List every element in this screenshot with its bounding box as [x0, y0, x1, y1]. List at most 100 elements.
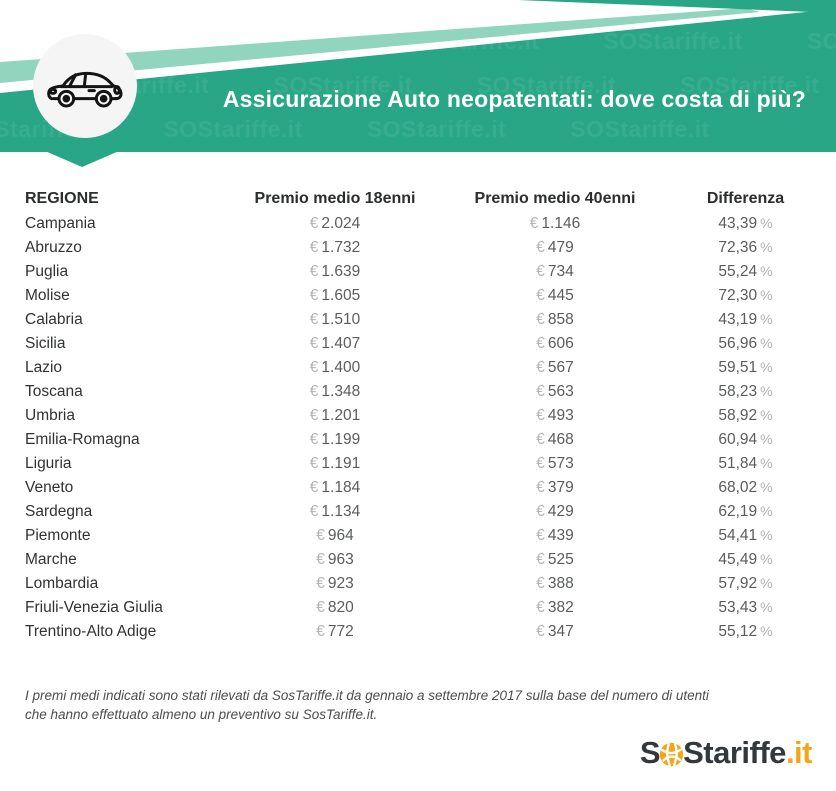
premium-18-value: 963: [327, 551, 354, 568]
region-name: Puglia: [25, 263, 69, 280]
table-row: Sicilia €1.407 €606 56,96%: [25, 332, 811, 356]
premium-18-value: 772: [327, 623, 354, 640]
region-name: Sicilia: [25, 335, 66, 352]
car-icon: [47, 71, 123, 108]
euro-symbol: €: [536, 263, 545, 280]
region-name: Lazio: [25, 359, 63, 376]
region-name: Veneto: [25, 479, 74, 496]
premium-40-value: 479: [547, 239, 574, 256]
watermark-text: SOStariffe.it: [366, 116, 507, 142]
column-header-premio-18: Premio medio 18enni: [254, 190, 416, 207]
premium-40-value: 439: [547, 527, 574, 544]
euro-symbol: €: [309, 287, 319, 304]
difference-value: 53,43: [718, 599, 758, 616]
logo-letter-s2: S: [683, 735, 704, 770]
table-row: Toscana €1.348 €563 58,23%: [25, 380, 811, 404]
percent-symbol: %: [760, 599, 773, 615]
difference-value: 51,84: [718, 455, 758, 472]
table-row: Molise €1.605 €445 72,30%: [25, 284, 811, 308]
percent-symbol: %: [760, 239, 773, 255]
euro-symbol: €: [309, 335, 319, 352]
logo-it: .it: [785, 735, 813, 770]
difference-value: 62,19: [718, 503, 758, 520]
percent-symbol: %: [760, 431, 773, 447]
euro-symbol: €: [309, 359, 319, 376]
table-header-row: REGIONE Premio medio 18enni Premio medio…: [25, 186, 811, 212]
euro-symbol: €: [536, 527, 545, 544]
difference-value: 43,19: [718, 311, 758, 328]
euro-symbol: €: [536, 599, 545, 616]
region-name: Marche: [25, 551, 77, 568]
premium-40-value: 573: [547, 455, 574, 472]
difference-value: 72,30: [718, 287, 758, 304]
premium-18-value: 820: [327, 599, 354, 616]
difference-value: 68,02: [718, 479, 758, 496]
euro-symbol: €: [316, 623, 325, 640]
watermark-text: SOStariffe.it: [273, 72, 413, 98]
watermark-text: SOStariffe.it: [603, 28, 743, 54]
difference-value: 55,24: [718, 263, 758, 280]
region-name: Calabria: [25, 311, 83, 328]
percent-symbol: %: [760, 263, 773, 279]
table-row: Piemonte €964 €439 54,41%: [25, 524, 811, 548]
premium-40-value: 606: [547, 335, 574, 352]
premium-18-value: 1.605: [321, 287, 361, 304]
premium-table: REGIONE Premio medio 18enni Premio medio…: [25, 186, 811, 644]
region-name: Sardegna: [25, 503, 93, 520]
euro-symbol: €: [309, 263, 319, 280]
table-row: Lazio €1.400 €567 59,51%: [25, 356, 811, 380]
euro-symbol: €: [309, 407, 319, 424]
region-name: Umbria: [25, 407, 75, 424]
column-header-differenza: Differenza: [706, 190, 785, 207]
premium-18-value: 964: [327, 527, 354, 544]
euro-symbol: €: [536, 407, 545, 424]
globe-icon: [659, 742, 684, 766]
premium-40-value: 1.146: [541, 215, 581, 232]
premium-18-value: 1.191: [321, 455, 361, 472]
premium-40-value: 379: [547, 479, 574, 496]
footnote-line-1: I premi medi indicati sono stati rilevat…: [25, 688, 709, 703]
percent-symbol: %: [760, 383, 773, 399]
watermark-text: SOStariffe.it: [476, 72, 617, 98]
difference-value: 60,94: [718, 431, 758, 448]
footnote: I premi medi indicati sono stati rilevat…: [25, 686, 709, 724]
premium-40-value: 429: [547, 503, 574, 520]
difference-value: 43,39: [718, 215, 758, 232]
premium-18-value: 1.134: [321, 503, 361, 520]
premium-18-value: 1.400: [321, 359, 361, 376]
premium-40-value: 525: [547, 551, 574, 568]
table-row: Sardegna €1.134 €429 62,19%: [25, 500, 811, 524]
table-row: Puglia €1.639 €734 55,24%: [25, 260, 811, 284]
euro-symbol: €: [536, 383, 545, 400]
premium-40-value: 493: [547, 407, 574, 424]
region-name: Campania: [25, 215, 96, 232]
percent-symbol: %: [760, 575, 773, 591]
watermark-text: SOStariffe.it: [570, 116, 710, 142]
premium-40-value: 382: [547, 599, 574, 616]
footnote-line-2: che hanno effettuato almeno un preventiv…: [25, 707, 378, 722]
premium-18-value: 1.407: [321, 335, 361, 352]
difference-value: 55,12: [718, 623, 758, 640]
euro-symbol: €: [309, 215, 319, 232]
euro-symbol: €: [309, 503, 319, 520]
premium-40-value: 567: [547, 359, 574, 376]
premium-40-value: 468: [547, 431, 574, 448]
difference-value: 45,49: [718, 551, 758, 568]
percent-symbol: %: [760, 623, 773, 639]
region-name: Abruzzo: [25, 239, 82, 256]
euro-symbol: €: [536, 431, 545, 448]
table-row: Lombardia €923 €388 57,92%: [25, 572, 811, 596]
euro-symbol: €: [536, 287, 545, 304]
premium-18-value: 1.639: [321, 263, 361, 280]
difference-value: 57,92: [718, 575, 758, 592]
percent-symbol: %: [760, 287, 773, 303]
euro-symbol: €: [316, 527, 325, 544]
percent-symbol: %: [760, 503, 773, 519]
difference-value: 58,92: [718, 407, 758, 424]
table-row: Veneto €1.184 €379 68,02%: [25, 476, 811, 500]
percent-symbol: %: [760, 527, 773, 543]
difference-value: 58,23: [718, 383, 758, 400]
percent-symbol: %: [760, 311, 773, 327]
euro-symbol: €: [309, 383, 319, 400]
